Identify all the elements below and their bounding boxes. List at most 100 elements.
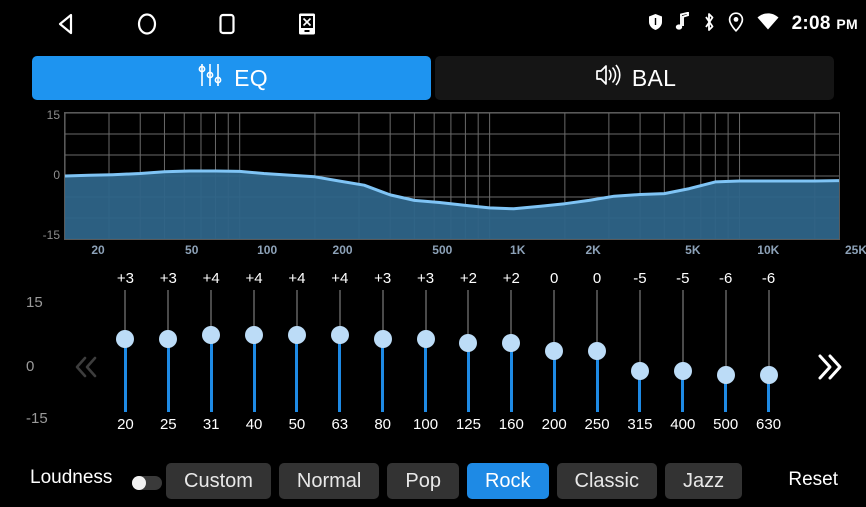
recents-icon[interactable] [212,9,242,39]
band-fill [123,338,127,412]
eq-curve-line [64,169,840,211]
band-track[interactable] [681,290,684,412]
graph-x-tick: 200 [332,243,353,257]
band-fill [166,338,170,412]
band-thumb[interactable] [545,342,564,360]
band-slider[interactable]: +2 125 [447,268,490,448]
band-value: 0 [550,270,559,287]
band-frequency-label: 160 [498,416,524,433]
band-frequency-label: 40 [245,416,263,433]
band-thumb[interactable] [245,325,264,344]
band-slider[interactable]: +3 25 [147,268,190,448]
band-thumb[interactable] [416,329,435,348]
chevron-double-right-icon[interactable] [802,342,852,392]
mode-tabs: EQ BAL [32,56,834,100]
band-fill [338,334,342,412]
band-fill [381,338,385,412]
band-slider[interactable]: +4 63 [318,268,361,448]
reset-button[interactable]: Reset [788,469,838,490]
band-slider[interactable]: -5 315 [619,268,662,448]
home-icon[interactable] [132,9,162,39]
band-thumb[interactable] [759,366,778,385]
band-value: -6 [719,270,733,287]
slider-axis-top: 15 [26,294,43,311]
band-value: -5 [676,270,690,287]
graph-x-tick: 50 [185,243,199,257]
graph-x-tick: 20 [91,243,105,257]
tab-eq-label: EQ [234,64,268,91]
band-slider[interactable]: +4 40 [233,268,276,448]
preset-buttons: Custom Normal Pop Rock Classic Jazz [166,463,743,499]
screenshot-icon[interactable] [292,9,322,39]
band-thumb[interactable] [373,329,392,348]
band-thumb[interactable] [630,362,649,381]
equalizer-icon [195,61,225,95]
band-fill [638,371,642,412]
band-slider[interactable]: +3 20 [104,268,147,448]
band-fill [767,375,771,412]
band-thumb[interactable] [716,366,735,385]
loudness-label: Loudness [30,467,113,488]
band-thumb[interactable] [287,325,306,344]
loudness-toggle[interactable] [132,476,162,490]
band-value: +3 [159,270,177,287]
band-slider[interactable]: +4 50 [276,268,319,448]
preset-classic-button[interactable]: Classic [556,463,657,499]
graph-y-axis: 15 0 -15 [28,108,60,242]
speaker-wave-icon [593,61,623,95]
bluetooth-icon [702,12,716,37]
graph-x-axis: 20 50 100 200 500 1K 2K 5K 10K 25K [56,243,866,259]
band-sliders: 15 0 -15 +3 20 +3 25 +4 31 +4 40 +4 50 +4 63 +3 80 +3 1… [0,268,866,448]
clock: 2:08 PM [792,13,858,35]
band-thumb[interactable] [502,333,521,352]
band-frequency-label: 630 [756,416,782,433]
band-track[interactable] [724,290,727,412]
clock-ampm: PM [836,16,858,32]
band-thumb[interactable] [459,333,478,352]
band-fill [724,375,728,412]
slider-axis-mid: 0 [26,358,35,375]
preset-custom-button[interactable]: Custom [166,463,271,499]
band-slider[interactable]: 0 250 [576,268,619,448]
band-value: +2 [502,270,520,287]
band-slider[interactable]: +3 100 [404,268,447,448]
band-slider[interactable]: -5 400 [661,268,704,448]
band-track[interactable] [767,290,770,412]
band-thumb[interactable] [202,325,221,344]
preset-pop-button[interactable]: Pop [387,463,459,499]
band-slider[interactable]: 0 200 [533,268,576,448]
band-slider[interactable]: +4 31 [190,268,233,448]
status-bar: 2:08 PM [0,0,866,48]
band-frequency-label: 200 [541,416,567,433]
band-slider[interactable]: +2 160 [490,268,533,448]
location-pin-icon [728,11,744,37]
band-frequency-label: 100 [413,416,439,433]
band-thumb[interactable] [588,342,607,360]
slider-axis-labels: 15 0 -15 [26,268,66,448]
preset-rock-button[interactable]: Rock [466,463,549,499]
band-value: -6 [761,270,776,287]
system-status-icons: 2:08 PM [648,0,858,48]
tab-bal[interactable]: BAL [435,56,834,100]
band-value: +3 [417,270,435,287]
preset-jazz-button[interactable]: Jazz [664,463,743,499]
band-slider[interactable]: -6 630 [747,268,790,448]
band-fill [466,342,470,412]
chevron-double-left-icon[interactable] [66,342,106,392]
loudness-toggle-knob [132,476,146,490]
tab-eq[interactable]: EQ [32,56,431,100]
band-frequency-label: 50 [288,416,306,433]
band-slider[interactable]: +3 80 [361,268,404,448]
band-track[interactable] [638,290,641,412]
band-value: +3 [374,270,392,287]
band-fill [595,351,599,412]
graph-x-tick: 10K [757,243,780,257]
band-thumb[interactable] [330,325,349,344]
back-icon[interactable] [52,9,82,39]
preset-normal-button[interactable]: Normal [278,463,380,499]
band-thumb[interactable] [116,329,135,348]
band-slider[interactable]: -6 500 [704,268,747,448]
band-thumb[interactable] [673,362,692,381]
graph-y-top-label: 15 [46,108,60,122]
band-thumb[interactable] [159,329,178,348]
